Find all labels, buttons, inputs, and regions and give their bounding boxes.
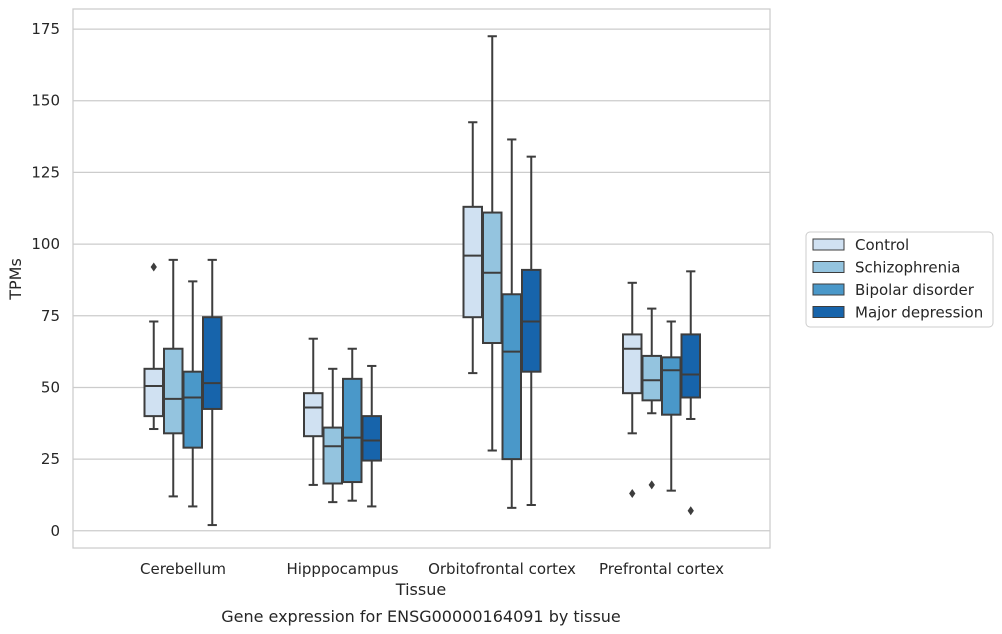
legend-swatch-bipolar-disorder [812,283,845,296]
y-tick-labels: 0 25 50 75 100 125 150 175 [31,20,60,540]
box-bipolar-disorder-hipppocampus [342,347,363,502]
legend-label-control: Control [855,236,909,254]
box-schizophrenia-cerebellum [163,258,184,498]
box-control-prefrontal-cortex [622,281,643,499]
y-tick-label: 150 [31,92,60,110]
x-tick-label-prefrontal-cortex: Prefrontal cortex [599,560,724,578]
iqr-box [680,333,701,399]
iqr-box [143,367,164,418]
box-control-cerebellum [143,262,164,431]
outlier-point [629,489,636,499]
x-tick-labels: Cerebellum Hipppocampus Orbitofrontal cort… [140,560,724,578]
x-tick-label-hipppocampus: Hipppocampus [286,560,398,578]
iqr-box [182,370,203,449]
outlier-point [150,262,157,272]
iqr-box [622,333,643,395]
legend-swatch-control [812,238,845,251]
iqr-box [322,426,343,485]
legend-swatch-schizophrenia [812,261,845,273]
y-axis-title: TPMs [6,258,25,301]
iqr-box [482,211,503,345]
iqr-box [303,392,324,438]
iqr-box [641,354,662,402]
x-tick-label-cerebellum: Cerebellum [140,560,226,578]
iqr-box [501,293,522,461]
iqr-box [462,205,483,319]
box-control-orbitofrontal-cortex [462,121,483,375]
iqr-box [342,377,363,484]
legend-frame [805,231,994,328]
iqr-box [202,316,223,410]
box-major-depression-hipppocampus [361,364,382,508]
iqr-box [661,356,682,416]
legend: Control Schizophrenia Bipolar disorder Majo… [805,231,994,328]
box-major-depression-prefrontal-cortex [680,270,701,516]
y-tick-label: 75 [41,307,60,325]
box-bipolar-disorder-orbitofrontal-cortex [501,138,522,509]
box-bipolar-disorder-cerebellum [182,280,203,508]
y-tick-label: 0 [50,522,60,540]
y-tick-label: 175 [31,20,60,38]
box-control-hipppocampus [303,337,324,486]
box-schizophrenia-hipppocampus [322,367,343,504]
x-axis-title: Tissue [395,580,446,599]
y-tick-label: 25 [41,450,60,468]
box-schizophrenia-orbitofrontal-cortex [482,35,503,452]
plot-area-frame [72,8,771,549]
box-bipolar-disorder-prefrontal-cortex [661,320,682,492]
y-tick-label: 125 [31,163,60,181]
outlier-point [687,506,694,516]
box-plots [143,35,701,527]
legend-swatch-major-depression [812,306,845,318]
box-major-depression-orbitofrontal-cortex [521,155,542,506]
y-tick-label: 100 [31,235,60,253]
iqr-box [361,415,382,462]
legend-label-schizophrenia: Schizophrenia [855,259,960,277]
box-major-depression-cerebellum [202,258,223,527]
iqr-box [163,347,184,435]
legend-label-major-depression: Major depression [855,304,983,322]
legend-label-bipolar-disorder: Bipolar disorder [855,281,975,299]
figure-caption: Gene expression for ENSG00000164091 by t… [221,607,621,626]
x-tick-label-orbitofrontal-cortex: Orbitofrontal cortex [428,560,576,578]
y-tick-label: 50 [41,378,60,396]
gridlines [73,28,770,532]
box-schizophrenia-prefrontal-cortex [641,307,662,490]
outlier-point [648,480,655,490]
